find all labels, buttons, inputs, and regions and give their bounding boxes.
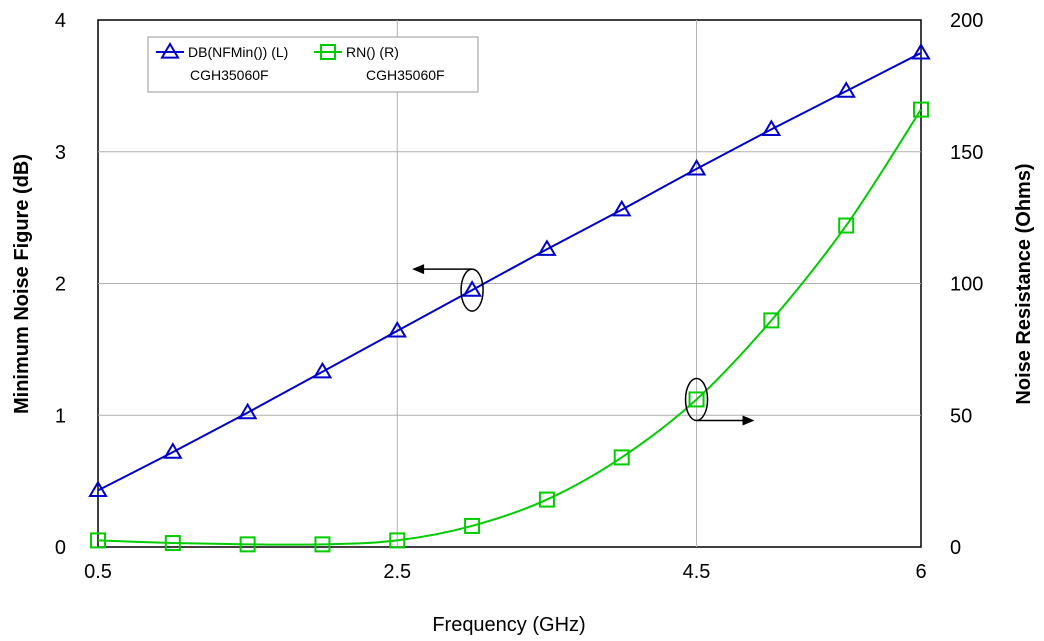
data-point-triangle bbox=[237, 402, 258, 420]
data-point-square bbox=[838, 217, 855, 234]
x-tick-label: 6 bbox=[915, 561, 926, 583]
y-right-tick-label: 50 bbox=[950, 405, 972, 427]
legend-box bbox=[147, 36, 479, 93]
series-line-square bbox=[97, 109, 922, 546]
data-point-triangle bbox=[836, 81, 856, 98]
legend-label: RN() (R) bbox=[346, 44, 399, 60]
data-point-square bbox=[389, 532, 406, 549]
y-left-tick-label: 0 bbox=[55, 537, 66, 559]
data-point-triangle bbox=[163, 442, 183, 459]
x-tick-label: 2.5 bbox=[383, 561, 411, 583]
y-right-tick-label: 150 bbox=[950, 142, 983, 164]
data-point-square bbox=[913, 101, 929, 118]
x-axis-title: Frequency (GHz) bbox=[432, 614, 585, 636]
annotation-arrow-head bbox=[412, 264, 425, 275]
data-point-square bbox=[314, 536, 331, 553]
data-point-square bbox=[90, 532, 106, 549]
y-left-tick-label: 2 bbox=[55, 274, 66, 296]
data-point-triangle bbox=[312, 361, 333, 379]
y-right-tick-label: 100 bbox=[950, 274, 983, 296]
y-right-tick-label: 200 bbox=[950, 10, 983, 32]
tick-labels: 0.5 2.5 4.5 6 0 1 2 3 4 0 50 100 150 200 bbox=[55, 10, 984, 583]
gridlines bbox=[98, 20, 921, 547]
y-left-tick-label: 4 bbox=[55, 10, 66, 32]
data-point-triangle bbox=[611, 199, 632, 217]
legend-marker-triangle bbox=[160, 42, 180, 59]
data-point-triangle bbox=[88, 480, 108, 497]
data-point-square bbox=[538, 491, 555, 508]
legend: DB(NFMin()) (L) CGH35060F RN() (R) CGH35060… bbox=[147, 36, 479, 93]
data-point-triangle bbox=[686, 158, 707, 176]
data-point-square bbox=[239, 536, 256, 553]
series-group bbox=[88, 42, 931, 553]
data-point-triangle bbox=[537, 239, 557, 256]
legend-sublabel: CGH35060F bbox=[190, 67, 269, 83]
data-point-square bbox=[688, 391, 705, 408]
data-point-triangle bbox=[761, 119, 782, 136]
data-point-triangle bbox=[462, 280, 482, 297]
data-point-triangle bbox=[911, 42, 931, 60]
y-left-tick-label: 3 bbox=[55, 142, 66, 164]
legend-sublabel: CGH35060F bbox=[366, 67, 445, 83]
annotation-arrow-head bbox=[742, 415, 755, 426]
data-point-triangle bbox=[387, 320, 408, 338]
data-point-square bbox=[164, 535, 181, 552]
x-tick-label: 4.5 bbox=[683, 561, 711, 583]
data-point-square bbox=[613, 449, 630, 466]
left-axis-title: Minimum Noise Figure (dB) bbox=[11, 154, 33, 414]
right-axis-title: Noise Resistance (Ohms) bbox=[1013, 163, 1035, 404]
legend-marker-square bbox=[320, 44, 336, 60]
y-right-tick-label: 0 bbox=[950, 537, 961, 559]
legend-label: DB(NFMin()) (L) bbox=[188, 44, 288, 60]
data-point-square bbox=[464, 517, 481, 534]
data-point-square bbox=[763, 312, 780, 329]
x-tick-label: 0.5 bbox=[84, 561, 112, 583]
annotations bbox=[412, 264, 755, 426]
y-left-tick-label: 1 bbox=[55, 405, 66, 427]
